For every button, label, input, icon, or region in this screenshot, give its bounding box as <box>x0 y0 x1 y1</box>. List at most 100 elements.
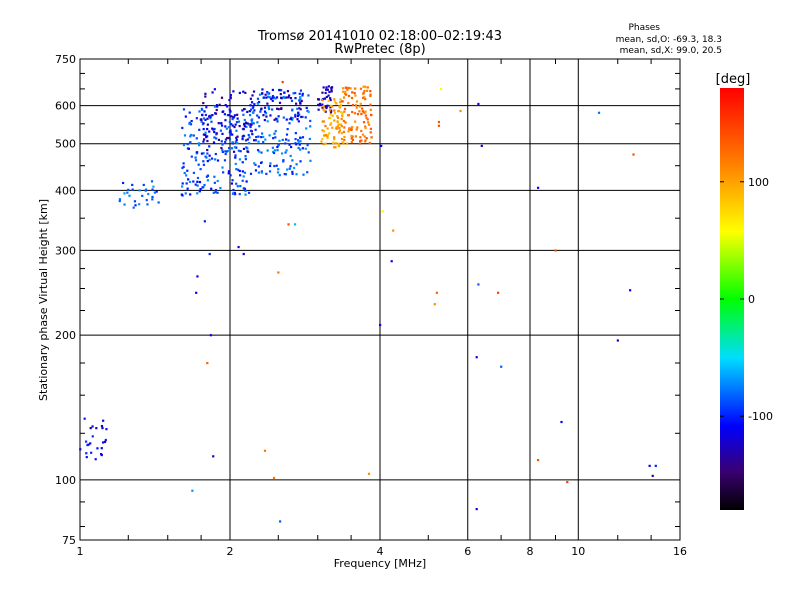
data-point <box>118 199 121 203</box>
data-point <box>268 170 272 173</box>
data-point <box>369 94 372 98</box>
data-point <box>231 124 234 127</box>
phase-stats-x: mean, sd,X: 99.0, 20.5 <box>620 46 722 56</box>
data-point <box>250 101 254 104</box>
data-point <box>359 136 362 139</box>
data-point <box>284 138 288 141</box>
data-point <box>433 303 436 306</box>
data-point <box>283 91 286 94</box>
data-point <box>536 186 540 189</box>
data-point <box>361 107 364 110</box>
data-point <box>292 92 295 95</box>
data-point <box>212 128 215 131</box>
data-point <box>210 120 213 123</box>
data-point <box>369 108 372 111</box>
data-point <box>259 161 263 165</box>
x-tick-label: 10 <box>571 545 585 558</box>
data-point <box>326 88 329 91</box>
data-point <box>194 156 197 159</box>
data-point <box>157 201 160 204</box>
data-point <box>263 106 267 109</box>
data-point <box>350 134 353 137</box>
data-point <box>321 103 324 106</box>
data-point <box>269 114 272 117</box>
data-point <box>209 117 212 120</box>
data-point <box>220 122 223 125</box>
data-point <box>364 127 367 130</box>
data-point <box>198 110 201 113</box>
data-point <box>237 120 241 123</box>
data-point <box>288 117 291 121</box>
data-point <box>271 94 275 98</box>
data-point <box>202 133 206 136</box>
data-point <box>260 151 263 154</box>
data-point <box>215 108 218 112</box>
data-point <box>304 147 307 150</box>
data-point <box>267 107 271 111</box>
data-point <box>225 150 228 153</box>
data-point <box>370 113 373 116</box>
data-point <box>342 90 345 93</box>
data-point <box>195 137 198 140</box>
data-point <box>194 183 197 186</box>
data-point <box>96 447 99 450</box>
data-point <box>342 130 346 133</box>
data-point <box>244 139 248 142</box>
data-point <box>306 171 309 174</box>
data-point <box>243 125 246 128</box>
data-point <box>229 133 232 136</box>
data-point <box>252 122 255 125</box>
data-point <box>338 126 341 130</box>
data-point <box>347 130 350 133</box>
data-point <box>268 96 271 99</box>
data-point <box>238 158 242 161</box>
data-point <box>181 126 184 130</box>
data-point <box>90 451 93 454</box>
data-point <box>263 118 266 122</box>
data-point <box>85 456 88 459</box>
data-point <box>199 168 202 171</box>
data-point <box>214 188 217 192</box>
data-point <box>100 453 103 457</box>
data-point <box>133 200 137 203</box>
data-point <box>182 143 186 147</box>
phase-stats-header: Phases <box>628 23 660 33</box>
data-point <box>189 141 192 144</box>
data-point <box>361 133 365 136</box>
data-point <box>272 476 276 480</box>
data-point <box>197 163 200 166</box>
data-point <box>277 108 280 111</box>
data-point <box>271 96 274 99</box>
data-point <box>198 180 202 184</box>
data-point <box>235 138 238 142</box>
data-point <box>306 144 309 147</box>
data-point <box>293 223 297 226</box>
data-point <box>218 103 221 106</box>
data-point <box>299 160 302 163</box>
data-point <box>356 126 359 129</box>
data-point <box>369 93 372 96</box>
data-point <box>226 149 229 153</box>
data-point <box>294 132 297 135</box>
data-point <box>217 138 221 142</box>
data-point <box>340 110 343 114</box>
data-point <box>230 182 234 185</box>
data-point <box>307 110 310 113</box>
data-point <box>202 160 205 163</box>
data-point <box>221 132 224 136</box>
data-point <box>79 448 82 451</box>
data-point <box>213 88 216 91</box>
data-point <box>252 106 255 109</box>
data-point <box>100 447 103 450</box>
data-point <box>208 252 211 256</box>
data-point <box>205 175 209 178</box>
data-point <box>183 134 187 137</box>
data-point <box>151 195 154 199</box>
data-point <box>266 149 269 152</box>
data-point <box>189 123 193 126</box>
data-point <box>291 108 294 111</box>
data-point <box>234 123 237 126</box>
data-point <box>228 113 231 117</box>
data-point <box>204 113 207 117</box>
data-point <box>309 159 312 162</box>
